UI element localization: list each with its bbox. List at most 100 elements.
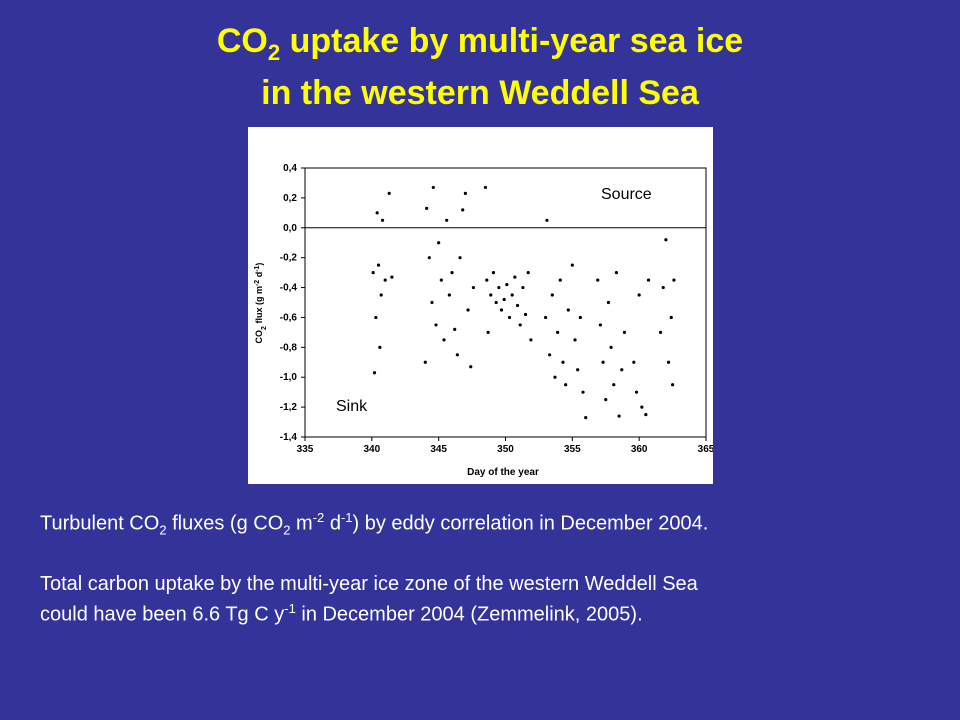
y-tick-label: 0,2: [283, 193, 297, 204]
subscript: 2: [267, 39, 281, 65]
text: ): [254, 263, 264, 266]
point: [523, 312, 528, 317]
point: [375, 211, 379, 215]
text: in December 2004 (Zemmelink, 2005).: [295, 603, 643, 626]
point: [430, 300, 434, 305]
point: [427, 256, 431, 260]
superscript: -1: [284, 601, 296, 616]
x-tick-label: 335: [297, 444, 314, 455]
caption: Turbulent CO2 fluxes (g CO2 m-2 d-1) by …: [40, 510, 708, 538]
subscript: 2: [159, 522, 167, 538]
text: m: [290, 512, 313, 535]
point: [604, 398, 608, 402]
point: [483, 185, 488, 190]
text: CO: [254, 330, 264, 344]
point: [439, 278, 443, 282]
text: d: [324, 512, 341, 535]
point: [505, 282, 509, 287]
x-tick-label: 345: [430, 444, 447, 455]
y-tick-label: -0,8: [280, 342, 298, 353]
point: [578, 315, 582, 320]
point: [556, 330, 560, 334]
y-tick-label: -1,0: [280, 372, 298, 383]
point: [371, 271, 375, 275]
point: [573, 338, 577, 342]
caption: Total carbon uptake by the multi-year ic…: [40, 573, 698, 595]
point: [387, 191, 391, 196]
text: 2: [261, 326, 268, 330]
point: [584, 415, 588, 420]
point: [598, 323, 603, 327]
y-tick-label: -0,6: [280, 312, 298, 323]
superscript: -2: [312, 510, 325, 525]
point: [672, 278, 676, 282]
point: [491, 271, 496, 275]
point: [669, 315, 673, 320]
point: [561, 360, 565, 364]
point: [550, 293, 554, 297]
annotation: Sink: [336, 398, 368, 415]
point: [425, 206, 429, 210]
y-tick-label: -0,2: [280, 253, 298, 264]
point: [510, 293, 514, 297]
y-tick-label: 0,4: [283, 163, 297, 174]
annotation: Source: [601, 186, 652, 203]
point: [646, 278, 651, 282]
point: [466, 308, 470, 312]
point: [442, 338, 446, 342]
point: [553, 375, 557, 379]
point: [666, 360, 671, 364]
point: [434, 323, 438, 327]
point: [499, 308, 504, 312]
point: [658, 330, 663, 334]
text: ) by eddy correlation in December 2004.: [352, 512, 709, 535]
point: [502, 297, 506, 302]
point: [486, 330, 490, 334]
text: Turbulent CO: [40, 512, 160, 535]
slide-title: in the western Weddell Sea: [261, 74, 699, 112]
point: [564, 383, 568, 387]
point: [529, 338, 533, 342]
point: [513, 275, 517, 279]
text: uptake by multi-year sea ice: [280, 22, 744, 60]
point: [544, 315, 548, 320]
text: -1: [254, 265, 261, 271]
point: [390, 275, 394, 279]
point: [485, 278, 489, 282]
text: d: [254, 272, 264, 280]
text: -2: [254, 280, 261, 286]
point: [383, 278, 387, 282]
text: fluxes (g CO: [166, 512, 284, 535]
y-tick-label: -1,4: [280, 432, 298, 443]
point: [617, 414, 621, 418]
x-tick-label: 360: [631, 444, 648, 455]
point: [622, 330, 627, 334]
point: [458, 256, 462, 260]
y-tick-label: 0,0: [283, 223, 297, 234]
point: [450, 271, 454, 275]
text: flux (g m: [254, 286, 264, 326]
point: [632, 360, 636, 364]
y-tick-label: -0,4: [280, 283, 298, 294]
y-axis-label: CO2 flux (g m-2 d-1): [254, 263, 268, 344]
point: [606, 300, 611, 305]
point: [497, 285, 501, 290]
point: [437, 241, 441, 245]
point: [469, 365, 473, 369]
point: [471, 285, 476, 290]
point: [545, 218, 549, 222]
point: [447, 293, 451, 297]
point: [431, 185, 435, 190]
point: [463, 191, 467, 196]
point: [612, 383, 616, 387]
x-axis-label: Day of the year: [467, 467, 539, 478]
point: [558, 278, 562, 282]
x-tick-label: 350: [497, 444, 514, 455]
point: [380, 218, 385, 222]
point: [515, 303, 520, 308]
caption: could have been 6.6 Tg C y-1 in December…: [40, 601, 643, 627]
point: [661, 285, 665, 290]
point: [670, 383, 675, 387]
point: [644, 412, 648, 417]
